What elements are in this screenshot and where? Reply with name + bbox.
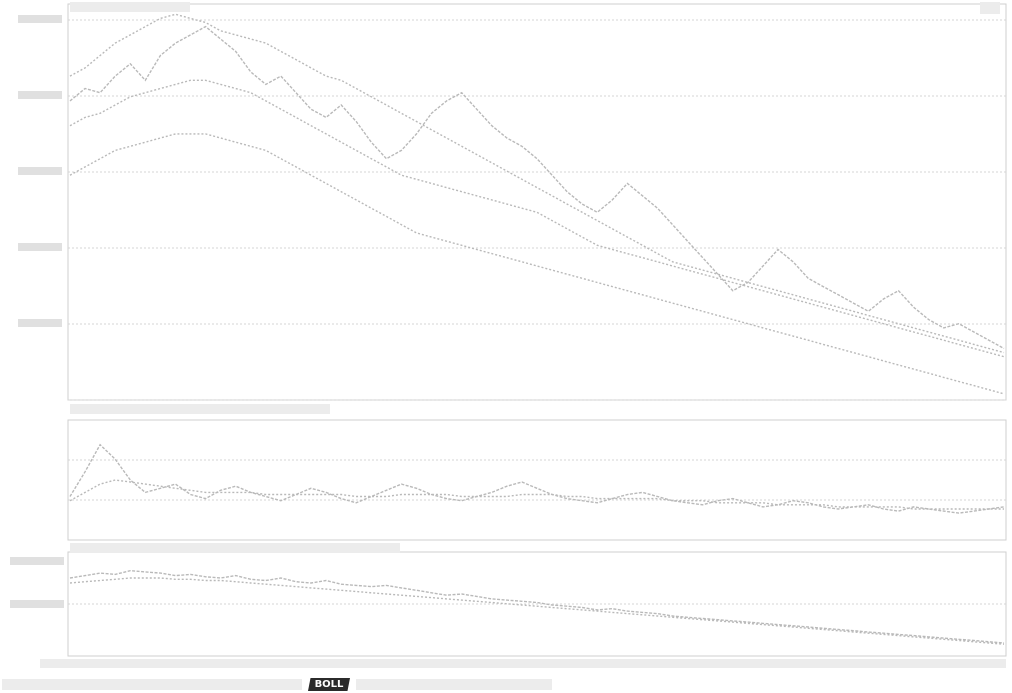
indicator-tabs-strip-right — [356, 679, 552, 690]
indicator-tab-boll[interactable]: BOLL — [308, 678, 350, 691]
indicator-header-strip — [70, 543, 400, 553]
price-series-line — [69, 25, 1005, 350]
price-header-icon — [980, 2, 1000, 14]
price-grid — [68, 19, 1006, 401]
indicator-tabs-strip-left — [2, 679, 302, 690]
series-layer — [69, 13, 1005, 645]
price-ytick — [18, 243, 62, 251]
price-series-line — [69, 133, 1005, 395]
price-ytick — [18, 91, 62, 99]
volume-series-line — [69, 443, 1005, 514]
price-series-line — [69, 13, 1005, 354]
volume-panel-frame — [67, 419, 1007, 541]
price-panel-frame — [67, 3, 1007, 401]
indicator-ytick — [10, 600, 64, 608]
volume-grid — [68, 459, 1006, 501]
indicator-series-line — [69, 577, 1005, 645]
price-header-strip — [70, 2, 190, 12]
indicator-series-line — [69, 569, 1005, 644]
indicator-ytick — [10, 557, 64, 565]
volume-header-strip — [70, 404, 330, 414]
chart-frames — [67, 3, 1007, 657]
price-yaxis-marks — [10, 15, 64, 608]
price-series-line — [69, 79, 1005, 358]
price-ytick — [18, 167, 62, 175]
price-ytick — [18, 15, 62, 23]
time-axis-strip — [40, 659, 1006, 668]
volume-series-line — [69, 479, 1004, 510]
price-ytick — [18, 319, 62, 327]
